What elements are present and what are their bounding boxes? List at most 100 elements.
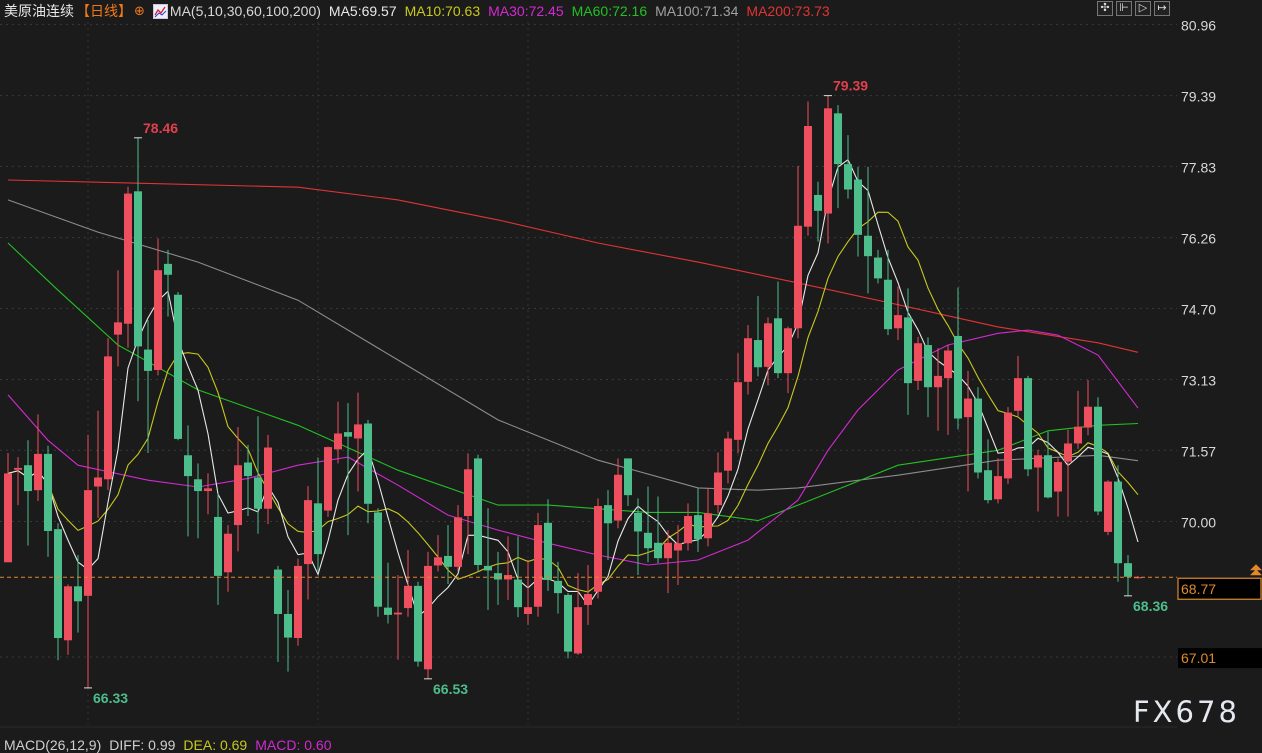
candle [814, 181, 822, 242]
candle-body [404, 585, 412, 609]
candle-body [364, 423, 372, 504]
candle [1044, 431, 1052, 499]
candle-body [674, 543, 682, 551]
low-price-label: 66.53 [433, 681, 468, 697]
ma5-value: MA5:69.57 [328, 3, 397, 19]
candle-body [944, 350, 952, 379]
candle-body [844, 164, 852, 190]
candle-body [544, 522, 552, 580]
zoom-range-icon[interactable]: ⊩ [1116, 1, 1132, 16]
candle [774, 281, 782, 379]
candle-body [4, 473, 12, 563]
candle [164, 249, 172, 317]
macd-diff: DIFF: 0.99 [109, 737, 176, 753]
candle [374, 508, 382, 617]
candle [934, 348, 942, 431]
candle-body [154, 270, 162, 370]
candle [554, 561, 562, 614]
candle-body [444, 555, 452, 567]
candle-body [494, 573, 502, 580]
axis-tick-label: 76.26 [1181, 231, 1216, 247]
high-price-label: 78.46 [143, 120, 178, 136]
axis-tick-label: 74.70 [1181, 301, 1216, 317]
candle [894, 286, 902, 341]
candle-body [984, 470, 992, 501]
candle-body [1004, 412, 1012, 479]
candle [624, 458, 632, 507]
candle-body [754, 340, 762, 368]
candle-body [764, 323, 772, 367]
candle-body [874, 257, 882, 279]
candle-body [1034, 455, 1042, 468]
candle-body [924, 345, 932, 388]
candle [604, 490, 612, 561]
candle-body [354, 424, 362, 439]
scroll-to-price-icon[interactable] [1250, 564, 1262, 576]
candle-body [1024, 378, 1032, 470]
play-icon[interactable]: ▷ [1135, 1, 1151, 16]
candle-body [1064, 443, 1072, 462]
candle-body [734, 382, 742, 440]
candle [584, 564, 592, 625]
candles [0, 95, 1177, 688]
candle-body [724, 438, 732, 471]
axis-tick-label: 77.83 [1181, 159, 1216, 175]
candle-body [574, 607, 582, 654]
low-price-label: 66.33 [93, 690, 128, 706]
price-axis[interactable]: 80.96 79.39 77.83 76.26 74.70 73.13 71.57 70.00… [1177, 0, 1262, 748]
candle-body [1124, 563, 1132, 577]
candle [904, 288, 912, 415]
candle [754, 296, 762, 377]
candle-body [834, 113, 842, 165]
candle [84, 434, 92, 688]
candle-body [714, 472, 722, 506]
candle-body [94, 477, 102, 487]
candle [444, 525, 452, 585]
ma-chart-icon[interactable] [152, 3, 168, 19]
candle-body [964, 398, 972, 418]
candle-body [554, 580, 562, 594]
exit-icon[interactable]: ↦ [1154, 1, 1170, 16]
candle [54, 523, 62, 661]
candle [744, 325, 752, 395]
axis-background [1177, 0, 1262, 748]
ma200-value: MA200:73.73 [746, 3, 830, 19]
candle-body [284, 613, 292, 638]
candle-body [144, 349, 152, 371]
low-price-label: 68.36 [1133, 598, 1168, 614]
candle-body [434, 557, 442, 566]
candle-body [664, 542, 672, 559]
candle [234, 427, 242, 552]
candle-body [644, 532, 652, 549]
candle [414, 581, 422, 667]
candle [64, 584, 72, 655]
candle [294, 558, 302, 646]
grid [0, 22, 1177, 728]
candle-body [624, 458, 632, 496]
candle [454, 505, 462, 572]
candle [334, 401, 342, 464]
ma-settings[interactable]: MA(5,10,30,60,100,200) [169, 3, 321, 19]
candle [364, 419, 372, 524]
candle-body [604, 505, 612, 524]
add-indicator-icon[interactable]: ⊕ [134, 3, 145, 18]
candle-body [464, 469, 472, 517]
candle [574, 573, 582, 655]
ma10-line [7, 211, 1139, 593]
candle-body [304, 500, 312, 565]
crosshair-icon[interactable]: ✣ [1097, 1, 1113, 16]
candle-body [214, 516, 222, 576]
macd-title[interactable]: MACD(26,12,9) [4, 737, 102, 753]
candle-body [414, 585, 422, 662]
candle-body [614, 474, 622, 521]
candle-body [684, 516, 692, 544]
candle-body [1054, 462, 1062, 492]
candle [844, 135, 852, 199]
candle-body [784, 328, 792, 374]
period-selector[interactable]: 【日线】 [76, 3, 132, 19]
candle [594, 498, 602, 599]
macd-legend: MACD(26,12,9) DIFF: 0.99 DEA: 0.69 MACD:… [4, 737, 339, 753]
candle [924, 337, 932, 418]
candle-body [564, 594, 572, 652]
